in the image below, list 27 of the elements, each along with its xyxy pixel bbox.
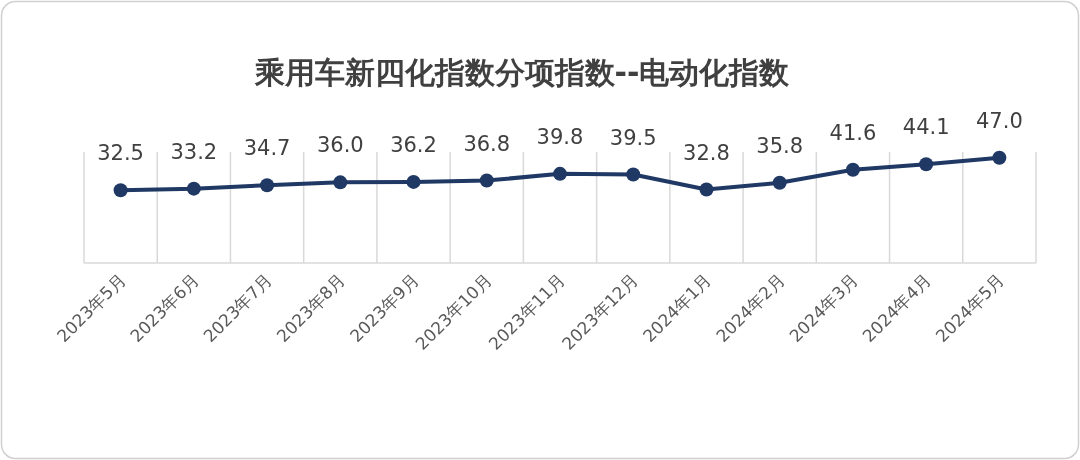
point: [260, 178, 275, 193]
data-label: 39.5: [609, 125, 657, 150]
point: [992, 150, 1007, 165]
chart-title: 乘用车新四化指数分项指数--电动化指数: [253, 55, 791, 90]
data-label: 32.8: [683, 140, 730, 165]
data-label: 36.0: [316, 133, 364, 158]
point: [919, 157, 934, 172]
point: [186, 181, 201, 196]
data-label: 34.7: [243, 136, 291, 161]
point: [333, 175, 348, 190]
point: [772, 175, 787, 190]
data-label: 36.2: [390, 132, 437, 157]
data-label: 44.1: [902, 115, 950, 140]
data-label: 36.8: [463, 131, 511, 156]
data-label: 35.8: [756, 133, 804, 158]
data-label: 47.0: [976, 108, 1023, 133]
data-label: 32.5: [97, 141, 144, 166]
point: [626, 167, 641, 182]
point: [406, 174, 421, 189]
point: [479, 173, 494, 188]
point: [699, 182, 714, 197]
data-label: 33.2: [170, 139, 218, 164]
data-label: 41.6: [829, 120, 877, 145]
point: [553, 166, 567, 181]
point: [845, 162, 860, 177]
data-label: 39.8: [536, 124, 584, 149]
point: [113, 183, 128, 198]
